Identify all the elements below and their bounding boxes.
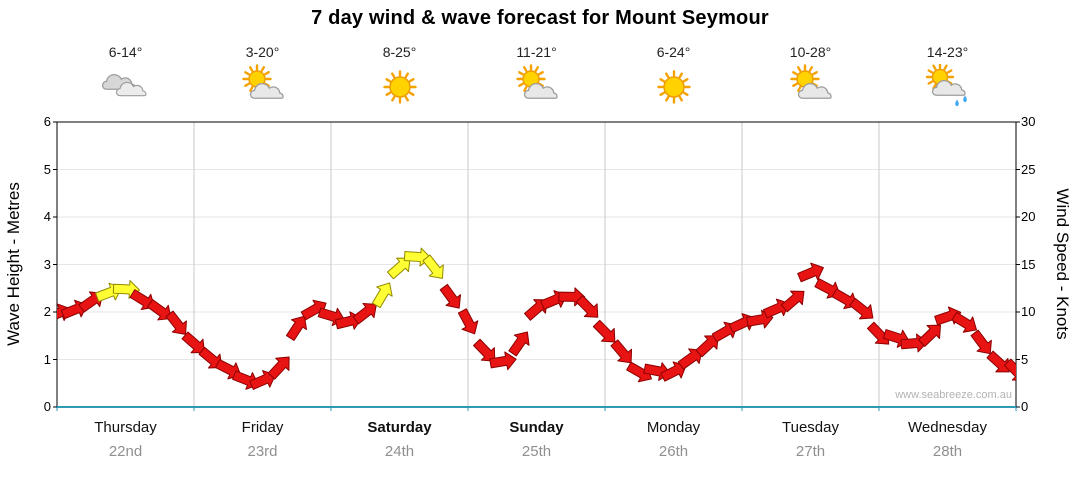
temp-range-friday: 3-20° [245,44,280,60]
temp-range-tuesday: 10-28° [789,44,832,60]
wind-arrow [439,283,462,309]
weather-icon-sunday [468,64,605,112]
wind-arrow [181,331,206,354]
sunny-icon [656,70,691,104]
wind-arrow [677,348,703,370]
cloud-icon [115,81,146,97]
wind-arrow [146,299,172,321]
weather-icon-tuesday [742,64,879,112]
day-date-tuesday: 27th [795,443,826,460]
wind-arrows [57,247,1016,390]
tick-label-left-2: 2 [43,304,51,319]
tick-label-right-15: 15 [1021,256,1036,272]
wind-arrow [780,290,805,313]
tick-label-left-0: 0 [43,399,51,414]
wind-arrow [352,302,377,325]
day-date-sunday: 25th [521,443,552,460]
cloud-icon [249,82,284,99]
sun-icon [382,70,417,104]
day-name-thursday: Thursday [94,419,157,436]
wind-arrow [575,295,599,318]
gridlines [57,122,1016,407]
watermark: www.seabreeze.com.au [895,389,1012,401]
raindrop-icon [962,95,967,103]
wind-arrow [610,339,633,364]
wind-arrow [249,370,276,390]
sun-cloud-rain-icon [925,62,967,107]
raindrop-icon [954,99,959,107]
day-name-sunday: Sunday [509,419,564,436]
sun-cloud-icon [515,64,558,99]
weather-icon-saturday [331,64,468,112]
wind-arrow [951,311,978,333]
wind-arrow [797,262,824,283]
wind-arrow [508,331,530,357]
weather-icon-thursday [57,64,194,112]
temp-range-saturday: 8-25° [382,44,417,60]
tick-label-right-5: 5 [1021,351,1029,367]
tick-label-left-6: 6 [43,114,51,129]
day-name-friday: Friday [241,419,284,436]
day-date-wednesday: 28th [932,443,963,460]
day-name-tuesday: Tuesday [782,419,839,436]
wind-arrow [592,319,616,343]
wind-arrow [129,289,155,311]
tick-label-left-4: 4 [43,209,51,224]
tick-label-right-25: 25 [1021,161,1036,177]
wind-arrow [473,338,496,362]
day-date-saturday: 24th [384,443,415,460]
wind-arrow [970,329,992,355]
temp-range-sunday: 11-21° [516,44,557,60]
day-name-wednesday: Wednesday [908,419,987,436]
day-date-friday: 23rd [247,443,278,460]
temp-range-wednesday: 14-23° [926,44,969,60]
wind-arrow-strong [422,254,444,279]
chart-title: 7 day wind & wave forecast for Mount Sey… [311,7,769,29]
weather-icon-monday [605,64,742,112]
day-date-monday: 26th [658,443,689,460]
weather-icon-friday [194,64,331,112]
wind-arrow [849,297,874,320]
weather-icon-wednesday [879,62,1016,112]
wind-arrow [165,310,187,335]
tick-label-left-3: 3 [43,256,51,272]
temp-range-monday: 6-24° [656,44,691,60]
wind-arrow [695,335,719,358]
tick-marks [53,121,1020,411]
wind-arrow [457,308,479,335]
wind-arrow [489,351,517,371]
tick-label-right-10: 10 [1021,304,1036,319]
tick-label-right-20: 20 [1021,209,1036,224]
wind-arrow [918,324,942,347]
tick-label-left-1: 1 [43,351,51,367]
tick-label-right-30: 30 [1021,114,1036,129]
wind-arrow [660,361,687,382]
cloudy-icon [101,73,146,97]
sunny-icon [382,70,417,104]
sun-cloud-icon [789,64,832,99]
wind-arrow-strong [371,282,393,309]
cloud-icon [931,79,966,96]
wind-arrow [1003,358,1016,382]
sun-icon [656,70,691,104]
wind-arrow [986,350,1010,373]
tick-label-left-5: 5 [43,161,51,177]
wind-arrow [267,356,290,380]
tick-label-right-0: 0 [1021,399,1029,414]
day-name-saturday: Saturday [367,419,432,436]
cloud-icon [797,82,832,99]
temp-range-thursday: 6-14° [108,44,143,60]
sun-cloud-icon [241,64,284,99]
cloud-icon [523,82,558,99]
day-name-monday: Monday [646,419,701,436]
wind-arrow [285,315,308,342]
day-date-thursday: 22nd [108,443,143,460]
wind-arrow-strong [387,257,411,280]
